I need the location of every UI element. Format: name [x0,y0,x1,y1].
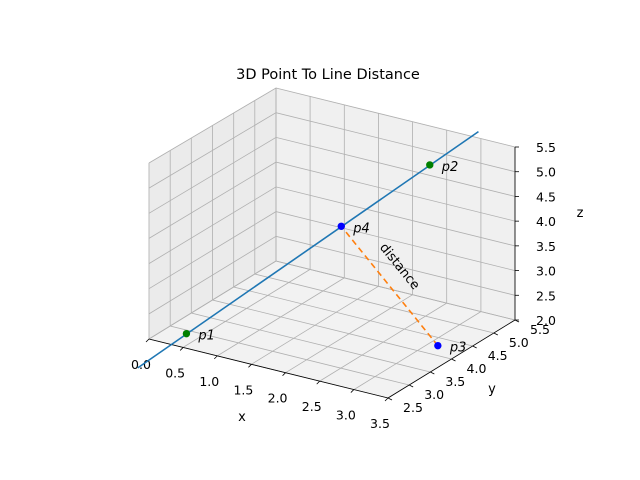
y-tick-mark [472,345,477,349]
z-axis-label: z [577,206,584,221]
y-tick-label: 5.5 [530,322,550,337]
point-label-p1: p1 [197,329,215,344]
z-tick-label: 5.5 [536,140,556,155]
point-p3 [434,341,442,350]
x-tick-mark [248,364,252,368]
z-grid-line [148,235,516,315]
z-tick-label: 3.0 [536,264,556,279]
x-tick-label: 1.0 [199,374,219,389]
fitted-line [137,130,479,369]
z-grid-line [148,260,516,340]
x-tick-mark [145,338,150,343]
data-series [137,130,479,369]
distance-line [340,225,439,347]
y-tick-label: 4.5 [488,348,508,363]
x-tick-mark [350,389,355,393]
x-tick-label: 2.5 [302,399,322,414]
y-tick-mark [408,384,414,388]
z-tick-label: 4.0 [536,214,556,229]
y-tick-label: 3.5 [445,374,465,389]
y-tick-label: 3.0 [424,387,444,402]
x-axis-label: x [238,410,246,425]
point-label-p2: p2 [441,160,459,175]
x-tick-label: 3.5 [370,416,390,431]
x-tick-mark [384,397,389,402]
grid-lines [148,87,516,399]
x-tick-mark [214,355,218,360]
x-tick-mark [179,347,184,351]
y-tick-mark [387,397,393,401]
point-label-p3: p3 [449,341,467,356]
point-p4 [337,222,345,230]
x-tick-label: 0.0 [131,357,151,372]
z-grid-line [148,87,516,164]
x-axis-ticks: 0.0 0.5 1.0 1.5 2.0 2.5 3.0 3.5 [131,338,390,431]
y-tick-mark [493,332,499,336]
point-p2 [426,161,434,169]
x-axis-line [148,338,389,399]
x-tick-label: 0.5 [165,365,185,380]
x-tick-label: 3.0 [336,408,356,423]
y-axis-label: y [488,382,496,397]
x-tick-mark [282,372,286,376]
x-tick-label: 1.5 [233,382,253,397]
z-grid-line [148,161,516,239]
z-grid-line [148,112,516,189]
y-tick-mark [430,371,435,375]
y-tick-label: 5.0 [509,335,529,350]
z-tick-label: 2.5 [536,288,556,303]
y-tick-mark [451,358,456,362]
y-tick-label: 2.5 [403,400,423,415]
x-tick-label: 2.0 [268,391,288,406]
z-grid-line [148,211,516,290]
z-grid-line [148,136,516,214]
chart-title: 3D Point To Line Distance [236,67,420,83]
data-points: p1 p2 p3 p4 [182,160,467,356]
z-tick-label: 4.5 [536,189,556,204]
z-tick-label: 3.5 [536,239,556,254]
z-tick-label: 2.0 [536,313,556,328]
x-tick-mark [316,380,320,385]
z-tick-label: 5.0 [536,165,556,180]
point-p1 [182,329,191,338]
point-label-p4: p4 [352,221,370,236]
z-grid-line [148,186,516,264]
y-tick-label: 4.0 [467,361,487,376]
y-axis-ticks: 2.53.03.54.04.55.05.5 [387,319,550,415]
z-axis-ticks: 2.0 2.5 3.0 3.5 4.0 4.5 5.0 5.5 [515,140,556,328]
